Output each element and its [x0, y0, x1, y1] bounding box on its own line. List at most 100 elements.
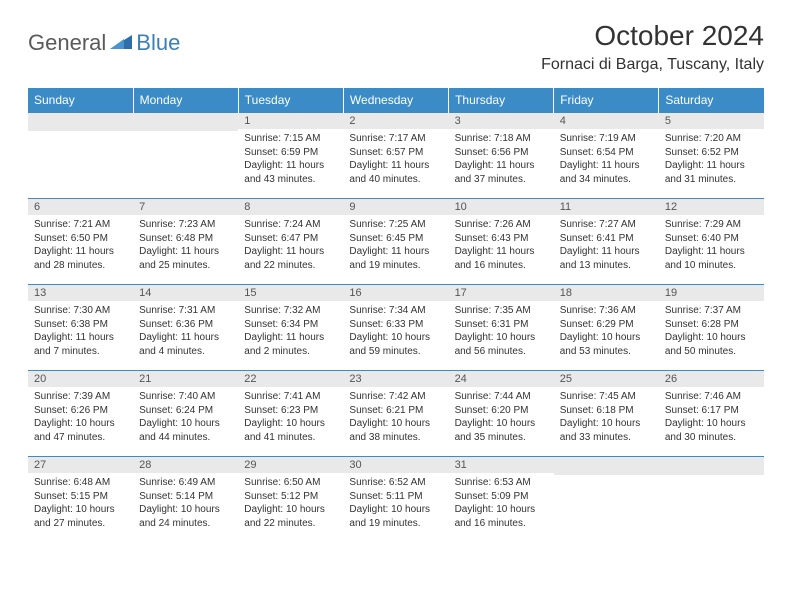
- day-number: 6: [28, 199, 133, 215]
- cell-line: and 13 minutes.: [560, 259, 653, 273]
- cell-line: Sunset: 6:56 PM: [455, 146, 548, 160]
- cell-content: Sunrise: 7:29 AMSunset: 6:40 PMDaylight:…: [659, 215, 764, 275]
- calendar-cell: 17Sunrise: 7:35 AMSunset: 6:31 PMDayligh…: [449, 285, 554, 371]
- cell-line: and 43 minutes.: [244, 173, 337, 187]
- cell-line: Sunset: 5:11 PM: [349, 490, 442, 504]
- cell-content: Sunrise: 7:44 AMSunset: 6:20 PMDaylight:…: [449, 387, 554, 447]
- calendar-cell: 16Sunrise: 7:34 AMSunset: 6:33 PMDayligh…: [343, 285, 448, 371]
- day-number: 28: [133, 457, 238, 473]
- day-number: 26: [659, 371, 764, 387]
- cell-line: Daylight: 11 hours: [560, 159, 653, 173]
- cell-line: Sunrise: 7:39 AM: [34, 390, 127, 404]
- calendar-cell: 5Sunrise: 7:20 AMSunset: 6:52 PMDaylight…: [659, 113, 764, 199]
- calendar-cell: 23 Sunrise: 7:42 AMSunset: 6:21 PMDayligh…: [343, 371, 448, 457]
- calendar-cell: 10Sunrise: 7:26 AMSunset: 6:43 PMDayligh…: [449, 199, 554, 285]
- cell-line: Sunrise: 7:21 AM: [34, 218, 127, 232]
- day-number: 12: [659, 199, 764, 215]
- cell-line: and 35 minutes.: [455, 431, 548, 445]
- cell-line: Daylight: 11 hours: [139, 245, 232, 259]
- cell-line: Sunset: 6:33 PM: [349, 318, 442, 332]
- cell-line: Sunrise: 7:46 AM: [665, 390, 758, 404]
- cell-line: Daylight: 11 hours: [455, 159, 548, 173]
- cell-line: Daylight: 11 hours: [34, 331, 127, 345]
- cell-line: Sunset: 6:26 PM: [34, 404, 127, 418]
- cell-line: and 16 minutes.: [455, 259, 548, 273]
- calendar-cell: 20Sunrise: 7:39 AMSunset: 6:26 PMDayligh…: [28, 371, 133, 457]
- cell-content: Sunrise: 7:15 AMSunset: 6:59 PMDaylight:…: [238, 129, 343, 189]
- cell-line: Daylight: 10 hours: [455, 503, 548, 517]
- cell-line: Sunset: 6:31 PM: [455, 318, 548, 332]
- cell-line: and 22 minutes.: [244, 517, 337, 531]
- cell-line: Daylight: 10 hours: [349, 503, 442, 517]
- weekday-header: Thursday: [449, 88, 554, 113]
- cell-line: Sunrise: 7:31 AM: [139, 304, 232, 318]
- day-number: 3: [449, 113, 554, 129]
- calendar-cell: [659, 457, 764, 543]
- calendar-cell: 29Sunrise: 6:50 AMSunset: 5:12 PMDayligh…: [238, 457, 343, 543]
- cell-line: and 59 minutes.: [349, 345, 442, 359]
- calendar-row: 20Sunrise: 7:39 AMSunset: 6:26 PMDayligh…: [28, 371, 764, 457]
- day-number: 23: [343, 371, 448, 387]
- cell-line: Sunrise: 7:42 AM: [349, 390, 442, 404]
- cell-line: Sunrise: 6:52 AM: [349, 476, 442, 490]
- logo-triangle-icon: [110, 33, 132, 54]
- cell-line: and 19 minutes.: [349, 259, 442, 273]
- day-number: 5: [659, 113, 764, 129]
- cell-line: Sunrise: 7:18 AM: [455, 132, 548, 146]
- calendar-cell: [133, 113, 238, 199]
- cell-line: Daylight: 10 hours: [349, 417, 442, 431]
- logo-text-blue: Blue: [136, 30, 180, 56]
- calendar-cell: 9Sunrise: 7:25 AMSunset: 6:45 PMDaylight…: [343, 199, 448, 285]
- cell-line: and 25 minutes.: [139, 259, 232, 273]
- calendar-cell: 26Sunrise: 7:46 AMSunset: 6:17 PMDayligh…: [659, 371, 764, 457]
- weekday-header: Sunday: [28, 88, 133, 113]
- cell-line: and 7 minutes.: [34, 345, 127, 359]
- cell-line: and 19 minutes.: [349, 517, 442, 531]
- cell-content: Sunrise: 7:25 AMSunset: 6:45 PMDaylight:…: [343, 215, 448, 275]
- day-number: 31: [449, 457, 554, 473]
- calendar-cell: 3 Sunrise: 7:18 AMSunset: 6:56 PMDaylight…: [449, 113, 554, 199]
- cell-line: Daylight: 11 hours: [139, 331, 232, 345]
- calendar-cell: [554, 457, 659, 543]
- logo-text-general: General: [28, 30, 106, 56]
- cell-line: Daylight: 11 hours: [455, 245, 548, 259]
- cell-line: Sunset: 6:17 PM: [665, 404, 758, 418]
- day-number: 11: [554, 199, 659, 215]
- cell-content: Sunrise: 7:37 AMSunset: 6:28 PMDaylight:…: [659, 301, 764, 361]
- cell-line: Sunset: 6:40 PM: [665, 232, 758, 246]
- cell-line: and 2 minutes.: [244, 345, 337, 359]
- cell-line: Daylight: 11 hours: [244, 159, 337, 173]
- cell-line: and 34 minutes.: [560, 173, 653, 187]
- cell-content: Sunrise: 7:35 AMSunset: 6:31 PMDaylight:…: [449, 301, 554, 361]
- cell-line: Sunset: 6:45 PM: [349, 232, 442, 246]
- cell-line: Sunset: 6:50 PM: [34, 232, 127, 246]
- cell-line: Daylight: 10 hours: [455, 331, 548, 345]
- cell-line: Sunset: 6:47 PM: [244, 232, 337, 246]
- cell-line: and 41 minutes.: [244, 431, 337, 445]
- day-number: 7: [133, 199, 238, 215]
- cell-line: Sunrise: 7:23 AM: [139, 218, 232, 232]
- calendar-row: 13Sunrise: 7:30 AMSunset: 6:38 PMDayligh…: [28, 285, 764, 371]
- cell-line: Sunset: 6:18 PM: [560, 404, 653, 418]
- weekday-header: Tuesday: [238, 88, 343, 113]
- cell-line: and 38 minutes.: [349, 431, 442, 445]
- cell-line: and 44 minutes.: [139, 431, 232, 445]
- cell-line: and 16 minutes.: [455, 517, 548, 531]
- calendar-cell: 7Sunrise: 7:23 AMSunset: 6:48 PMDaylight…: [133, 199, 238, 285]
- day-number: 19: [659, 285, 764, 301]
- cell-content: Sunrise: 6:49 AMSunset: 5:14 PMDaylight:…: [133, 473, 238, 533]
- cell-content: Sunrise: 7:21 AMSunset: 6:50 PMDaylight:…: [28, 215, 133, 275]
- cell-line: Sunset: 6:21 PM: [349, 404, 442, 418]
- cell-line: Daylight: 10 hours: [139, 503, 232, 517]
- day-number: 25: [554, 371, 659, 387]
- cell-line: Sunrise: 7:36 AM: [560, 304, 653, 318]
- weekday-header-row: Sunday Monday Tuesday Wednesday Thursday…: [28, 88, 764, 113]
- empty-daynum: [659, 457, 764, 475]
- cell-line: Daylight: 10 hours: [349, 331, 442, 345]
- cell-line: Sunset: 6:24 PM: [139, 404, 232, 418]
- cell-line: Sunset: 6:57 PM: [349, 146, 442, 160]
- day-number: 9: [343, 199, 448, 215]
- cell-content: Sunrise: 6:50 AMSunset: 5:12 PMDaylight:…: [238, 473, 343, 533]
- day-number: 16: [343, 285, 448, 301]
- cell-content: Sunrise: 7:30 AMSunset: 6:38 PMDaylight:…: [28, 301, 133, 361]
